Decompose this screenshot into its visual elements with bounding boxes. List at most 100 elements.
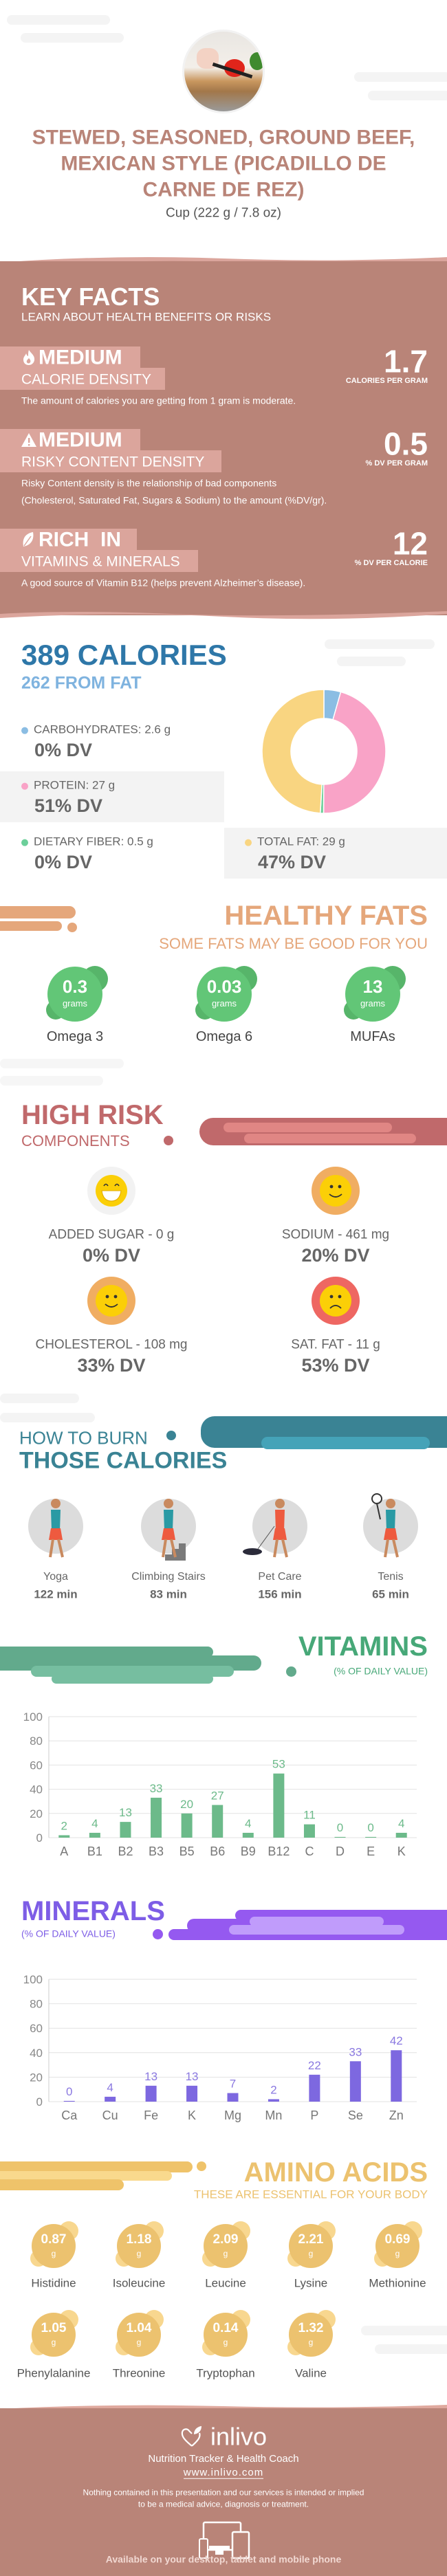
macro-fat-dv: 47% DV <box>258 852 327 873</box>
fat-label: Omega 6 <box>195 1029 253 1044</box>
decor-dot <box>197 2161 206 2171</box>
risk-dv: 20% DV <box>301 1245 370 1266</box>
y-tick-label: 20 <box>30 1807 43 1820</box>
fact-value: 12 <box>392 525 428 562</box>
y-tick-label: 40 <box>30 1783 43 1796</box>
healthy-fat-badge: 0.3 grams <box>47 967 102 1022</box>
bar-a <box>58 1835 70 1838</box>
healthy-fats-title: HEALTHY FATS <box>224 901 428 931</box>
decor-band <box>0 1647 213 1658</box>
risk-dv: 53% DV <box>301 1355 370 1376</box>
risk-dv: 33% DV <box>77 1355 146 1376</box>
footer-disclaimer: to be a medical advice, diagnosis or tre… <box>138 2499 309 2509</box>
burn-title-top: HOW TO BURN <box>19 1427 148 1449</box>
amino-value: 1.18 <box>126 2232 152 2247</box>
devices-icon <box>199 2521 250 2560</box>
food-title-line: MEXICAN STYLE (PICADILLO DE <box>61 152 386 175</box>
decor-dot <box>164 1136 173 1145</box>
fat-value: 0.03 <box>206 976 242 997</box>
bar-value-label: 27 <box>211 1789 224 1802</box>
smiling-face-icon <box>312 1167 360 1215</box>
smiling-face-icon <box>87 1277 135 1325</box>
bar-value-label: 13 <box>144 2070 157 2083</box>
bar-b9 <box>242 1832 254 1838</box>
amino-unit: g <box>308 2337 314 2347</box>
burn-title-bottom: THOSE CALORIES <box>19 1447 228 1474</box>
x-tick-label: K <box>188 2109 196 2122</box>
macro-fiber-dv: 0% DV <box>34 852 93 873</box>
decor-dot <box>67 923 77 932</box>
amino-unit: g <box>51 2249 56 2258</box>
x-tick-label: Mn <box>265 2109 282 2122</box>
minerals-title: MINERALS <box>21 1896 165 1926</box>
amino-label: Methionine <box>369 2276 426 2290</box>
bar-value-label: 2 <box>270 2083 276 2096</box>
activity-minutes: 65 min <box>372 1587 409 1601</box>
decor-dot <box>153 1929 163 1939</box>
decor-streak <box>21 33 124 43</box>
fat-row-bg <box>224 828 447 879</box>
footer-tagline: Nutrition Tracker & Health Coach <box>148 2452 299 2465</box>
fact-label-box <box>0 450 221 472</box>
decor-streak <box>354 72 447 82</box>
food-title-line: STEWED, SEASONED, GROUND BEEF, <box>32 126 415 149</box>
x-tick-label: P <box>310 2109 318 2122</box>
decor-streak <box>375 2344 447 2354</box>
amino-badge: 0.69 g <box>375 2224 419 2268</box>
amino-badge: 1.18 g <box>117 2224 161 2268</box>
bar-value-label: 11 <box>303 1809 316 1822</box>
bar-se <box>349 2061 361 2102</box>
y-tick-label: 100 <box>23 1710 43 1724</box>
amino-badge: 1.04 g <box>117 2313 161 2357</box>
key-facts-subtitle: LEARN ABOUT HEALTH BENEFITS OR RISKS <box>21 310 272 324</box>
donut-slice-total-fat <box>261 689 325 814</box>
fat-unit: grams <box>62 998 88 1009</box>
fat-dot <box>245 839 252 846</box>
y-tick-label: 60 <box>30 2022 43 2035</box>
fact-label: CALORIE DENSITY <box>21 371 152 388</box>
fact-description: The amount of calories you are getting f… <box>21 395 296 406</box>
amino-subtitle: THESE ARE ESSENTIAL FOR YOUR BODY <box>193 2188 428 2201</box>
decor-band <box>0 2179 124 2190</box>
macro-label-text: TOTAL FAT: 29 g <box>257 835 345 848</box>
decor-band <box>0 2161 193 2172</box>
amino-label: Phenylalanine <box>17 2366 91 2380</box>
tennis-icon <box>363 1493 418 1558</box>
footer-disclaimer: Nothing contained in this presentation a… <box>83 2487 364 2498</box>
amino-unit: g <box>395 2249 400 2258</box>
y-tick-label: 0 <box>36 2095 43 2109</box>
fact-level-box <box>0 346 140 368</box>
bar-k <box>395 1832 407 1838</box>
bar-value-label: 4 <box>91 1817 98 1830</box>
activity-minutes: 83 min <box>150 1587 187 1601</box>
activity-minutes: 156 min <box>258 1587 302 1601</box>
y-tick-label: 40 <box>30 2047 43 2060</box>
bar-cu <box>105 2096 116 2102</box>
bar-ca <box>63 2100 75 2102</box>
yoga-icon <box>28 1499 83 1558</box>
fact-description: (Cholesterol, Saturated Fat, Sugars & So… <box>21 494 327 506</box>
bar-b2 <box>120 1822 131 1838</box>
bar-value-label: 0 <box>367 1821 373 1834</box>
amino-value: 0.14 <box>212 2321 239 2335</box>
fact-label-box <box>0 550 198 572</box>
fact-value: 0.5 <box>384 426 428 462</box>
grinning-face-icon <box>87 1167 135 1215</box>
amino-unit: g <box>308 2249 314 2258</box>
x-tick-label: B1 <box>87 1845 102 1858</box>
bar-value-label: 2 <box>61 1819 67 1832</box>
high-risk-subtitle: COMPONENTS <box>21 1132 130 1149</box>
healthy-fat-badge: 0.03 grams <box>197 967 252 1022</box>
bar-value-label: 7 <box>230 2078 236 2091</box>
y-tick-label: 80 <box>30 1735 43 1748</box>
macro-donut-chart <box>261 689 386 814</box>
decor-streak <box>0 1076 103 1086</box>
amino-unit: g <box>223 2249 228 2258</box>
fact-level-box <box>0 429 140 451</box>
decor-band <box>52 1674 213 1684</box>
amino-label: Isoleucine <box>112 2276 166 2290</box>
amino-label: Threonine <box>112 2366 166 2380</box>
footer-url-link[interactable]: www.inlivo.com <box>183 2466 264 2479</box>
decor-band <box>250 1917 384 1926</box>
